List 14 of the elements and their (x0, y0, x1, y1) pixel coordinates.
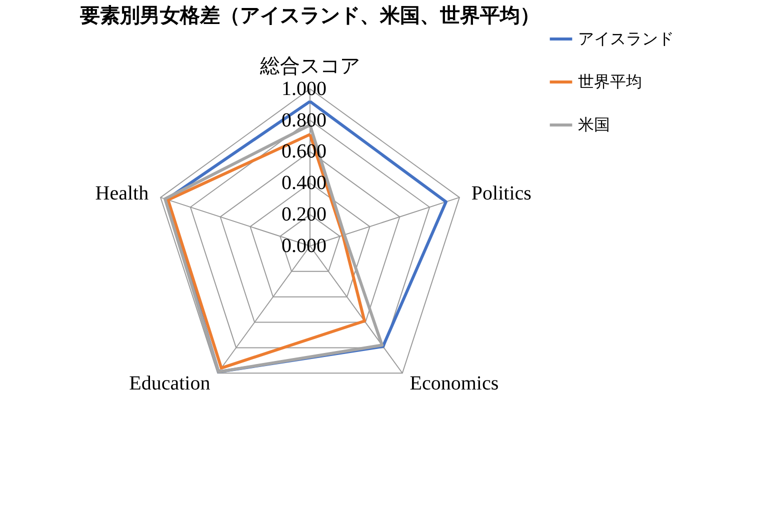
y-tick-label: 1.000 (282, 78, 326, 100)
legend-label: アイスランド (578, 31, 674, 48)
y-tick-label: 0.400 (282, 172, 326, 194)
spoke-label: Politics (471, 182, 532, 205)
legend-label: 米国 (578, 116, 610, 134)
spoke-label: 総合スコア (259, 55, 360, 78)
spoke-label: Health (95, 182, 149, 205)
y-tick-label: 0.800 (282, 109, 326, 132)
y-tick-label: 0.200 (282, 204, 326, 226)
spoke-label: Economics (410, 372, 499, 394)
legend-label: 世界平均 (578, 73, 642, 91)
spoke-label: Education (129, 372, 210, 394)
y-tick-label: 0.000 (282, 235, 326, 257)
chart-title: 要素別男女格差（アイスランド、米国、世界平均） (79, 4, 540, 27)
